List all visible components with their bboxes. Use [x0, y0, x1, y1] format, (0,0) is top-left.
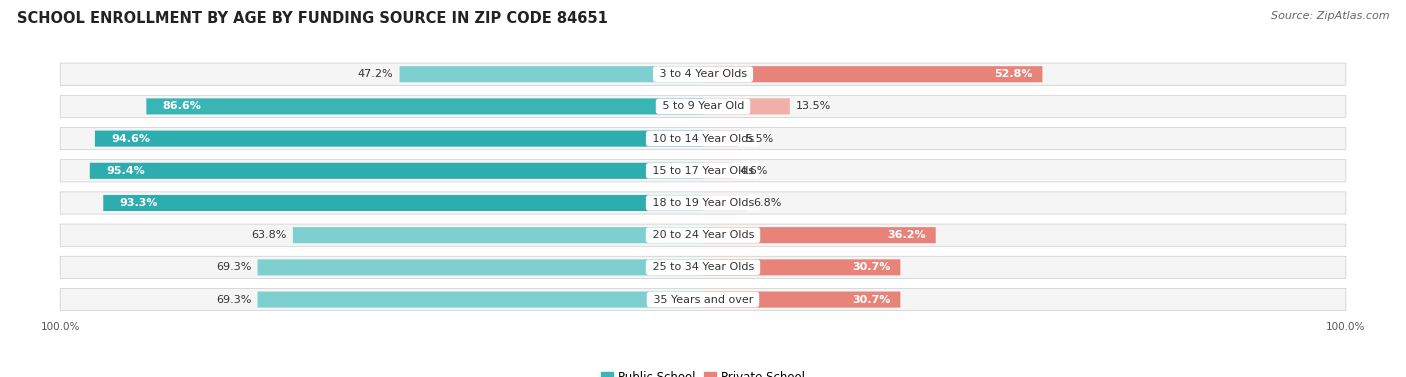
FancyBboxPatch shape [103, 195, 703, 211]
FancyBboxPatch shape [703, 66, 1042, 82]
FancyBboxPatch shape [60, 256, 1346, 279]
FancyBboxPatch shape [703, 98, 790, 115]
FancyBboxPatch shape [703, 291, 900, 308]
Text: 36.2%: 36.2% [887, 230, 927, 240]
FancyBboxPatch shape [257, 291, 703, 308]
FancyBboxPatch shape [60, 127, 1346, 150]
FancyBboxPatch shape [257, 259, 703, 276]
FancyBboxPatch shape [96, 130, 703, 147]
Text: 4.6%: 4.6% [740, 166, 768, 176]
FancyBboxPatch shape [703, 195, 747, 211]
Text: 20 to 24 Year Olds: 20 to 24 Year Olds [648, 230, 758, 240]
FancyBboxPatch shape [146, 98, 703, 115]
Text: 52.8%: 52.8% [994, 69, 1033, 79]
FancyBboxPatch shape [60, 288, 1346, 311]
FancyBboxPatch shape [60, 224, 1346, 246]
Text: Source: ZipAtlas.com: Source: ZipAtlas.com [1271, 11, 1389, 21]
Text: 30.7%: 30.7% [852, 294, 890, 305]
FancyBboxPatch shape [703, 130, 738, 147]
Legend: Public School, Private School: Public School, Private School [596, 366, 810, 377]
Text: 6.8%: 6.8% [754, 198, 782, 208]
Text: 69.3%: 69.3% [215, 262, 252, 272]
Text: 93.3%: 93.3% [120, 198, 157, 208]
FancyBboxPatch shape [703, 259, 900, 276]
Text: 69.3%: 69.3% [215, 294, 252, 305]
FancyBboxPatch shape [60, 192, 1346, 214]
FancyBboxPatch shape [60, 160, 1346, 182]
Text: SCHOOL ENROLLMENT BY AGE BY FUNDING SOURCE IN ZIP CODE 84651: SCHOOL ENROLLMENT BY AGE BY FUNDING SOUR… [17, 11, 607, 26]
Text: 35 Years and over: 35 Years and over [650, 294, 756, 305]
Text: 63.8%: 63.8% [252, 230, 287, 240]
Text: 3 to 4 Year Olds: 3 to 4 Year Olds [655, 69, 751, 79]
Text: 13.5%: 13.5% [796, 101, 831, 112]
Text: 47.2%: 47.2% [357, 69, 394, 79]
FancyBboxPatch shape [90, 163, 703, 179]
Text: 30.7%: 30.7% [852, 262, 890, 272]
Text: 100.0%: 100.0% [1326, 322, 1365, 332]
Text: 86.6%: 86.6% [163, 101, 201, 112]
FancyBboxPatch shape [703, 163, 733, 179]
FancyBboxPatch shape [292, 227, 703, 243]
Text: 5 to 9 Year Old: 5 to 9 Year Old [658, 101, 748, 112]
Text: 100.0%: 100.0% [41, 322, 80, 332]
FancyBboxPatch shape [399, 66, 703, 82]
Text: 5.5%: 5.5% [745, 133, 773, 144]
FancyBboxPatch shape [60, 95, 1346, 118]
Text: 10 to 14 Year Olds: 10 to 14 Year Olds [648, 133, 758, 144]
Text: 15 to 17 Year Olds: 15 to 17 Year Olds [648, 166, 758, 176]
FancyBboxPatch shape [60, 63, 1346, 85]
Text: 25 to 34 Year Olds: 25 to 34 Year Olds [648, 262, 758, 272]
Text: 18 to 19 Year Olds: 18 to 19 Year Olds [648, 198, 758, 208]
Text: 94.6%: 94.6% [111, 133, 150, 144]
FancyBboxPatch shape [703, 227, 936, 243]
Text: 95.4%: 95.4% [105, 166, 145, 176]
